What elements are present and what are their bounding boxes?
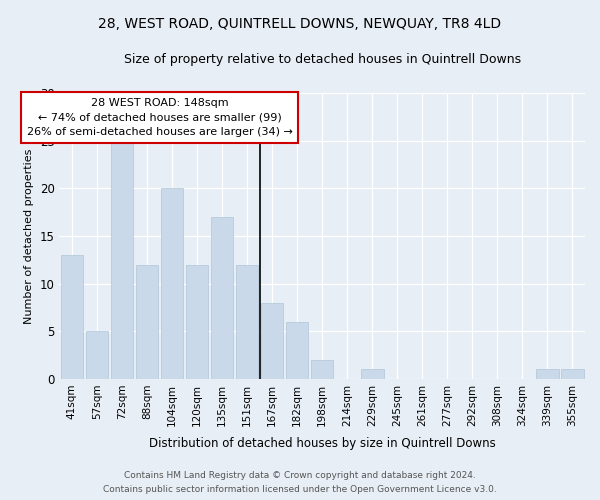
Bar	[86, 332, 108, 379]
Text: Contains HM Land Registry data © Crown copyright and database right 2024.: Contains HM Land Registry data © Crown c…	[124, 471, 476, 480]
Bar	[311, 360, 334, 379]
Bar	[161, 188, 183, 379]
Bar	[561, 370, 584, 379]
Bar	[211, 217, 233, 379]
Bar	[61, 255, 83, 379]
Y-axis label: Number of detached properties: Number of detached properties	[24, 148, 34, 324]
Bar	[136, 264, 158, 379]
Bar	[236, 264, 259, 379]
Text: Contains public sector information licensed under the Open Government Licence v3: Contains public sector information licen…	[103, 485, 497, 494]
X-axis label: Distribution of detached houses by size in Quintrell Downs: Distribution of detached houses by size …	[149, 437, 496, 450]
Text: 28 WEST ROAD: 148sqm
← 74% of detached houses are smaller (99)
26% of semi-detac: 28 WEST ROAD: 148sqm ← 74% of detached h…	[26, 98, 292, 138]
Bar	[186, 264, 208, 379]
Bar	[286, 322, 308, 379]
Title: Size of property relative to detached houses in Quintrell Downs: Size of property relative to detached ho…	[124, 52, 521, 66]
Bar	[261, 302, 283, 379]
Text: 28, WEST ROAD, QUINTRELL DOWNS, NEWQUAY, TR8 4LD: 28, WEST ROAD, QUINTRELL DOWNS, NEWQUAY,…	[98, 18, 502, 32]
Bar	[110, 140, 133, 379]
Bar	[536, 370, 559, 379]
Bar	[361, 370, 383, 379]
